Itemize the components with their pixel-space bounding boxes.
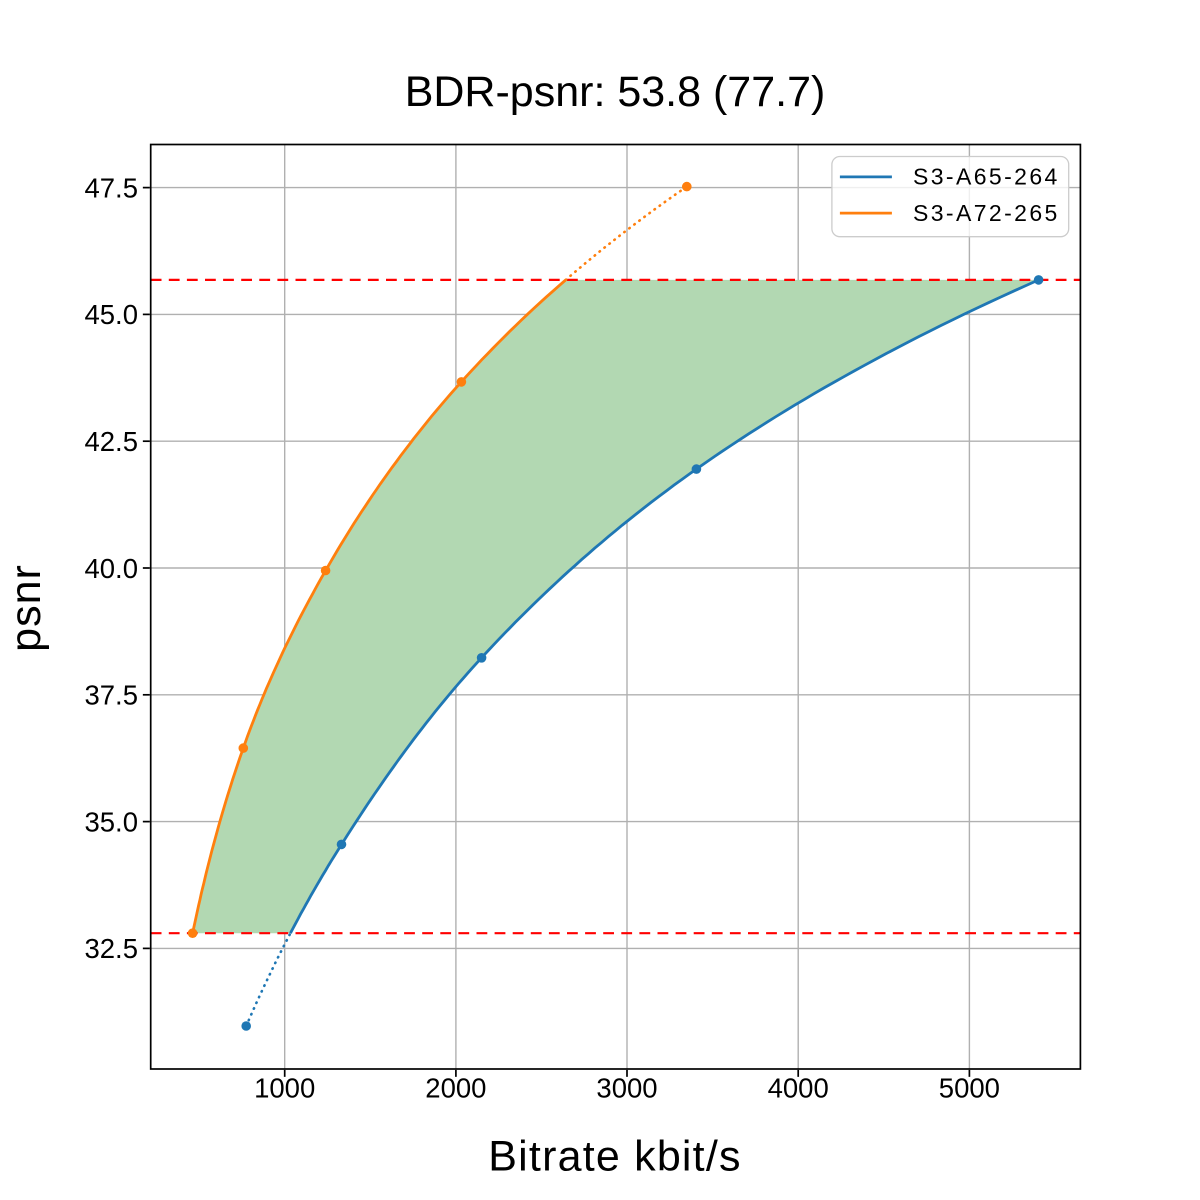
svg-text:42.5: 42.5: [84, 426, 138, 457]
svg-text:32.5: 32.5: [84, 933, 138, 964]
svg-text:5000: 5000: [939, 1073, 1000, 1104]
svg-text:45.0: 45.0: [84, 299, 138, 330]
svg-text:BDR-psnr: 53.8 (77.7): BDR-psnr: 53.8 (77.7): [405, 68, 826, 116]
svg-text:4000: 4000: [768, 1073, 829, 1104]
svg-text:psnr: psnr: [2, 564, 50, 652]
svg-text:35.0: 35.0: [84, 806, 138, 837]
svg-text:1000: 1000: [254, 1073, 315, 1104]
svg-text:3000: 3000: [596, 1073, 657, 1104]
svg-text:2000: 2000: [425, 1073, 486, 1104]
svg-text:Bitrate kbit/s: Bitrate kbit/s: [488, 1133, 741, 1181]
svg-text:S3-A72-265: S3-A72-265: [913, 200, 1060, 226]
svg-text:37.5: 37.5: [84, 680, 138, 711]
svg-text:S3-A65-264: S3-A65-264: [913, 164, 1060, 190]
svg-text:40.0: 40.0: [84, 553, 138, 584]
svg-text:47.5: 47.5: [84, 172, 138, 203]
